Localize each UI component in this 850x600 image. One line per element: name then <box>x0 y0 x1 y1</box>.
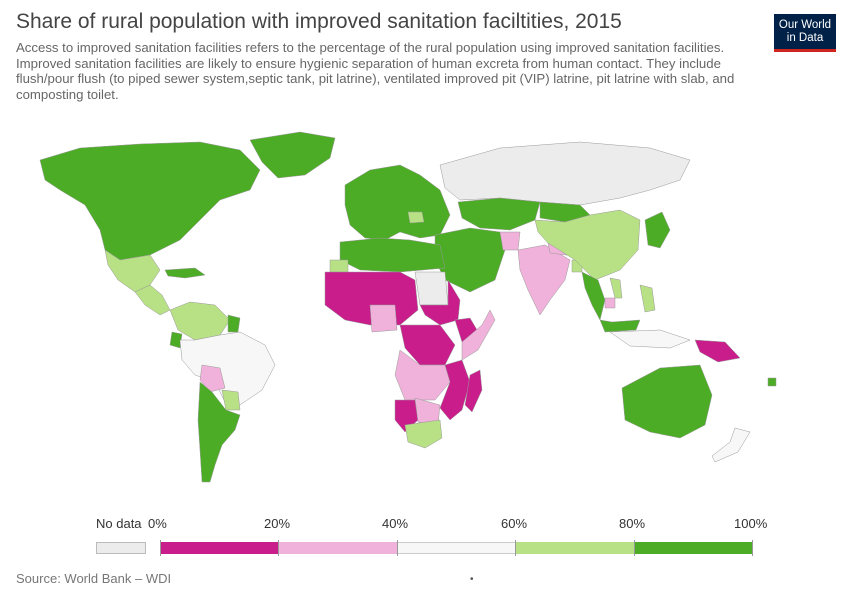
region-philippines[interactable]: Philippines <box>639 284 656 313</box>
logo-line-2: in Data <box>786 32 824 44</box>
region-japan-korea[interactable]: Japan & Korea <box>644 211 671 249</box>
legend-tick-mark <box>752 540 753 556</box>
legend-tick-0: 0% <box>148 516 167 531</box>
legend-swatch-80-100[interactable] <box>634 542 752 554</box>
region-papua-new-guinea[interactable]: Papua New Guinea <box>694 339 741 363</box>
region-brazil-peru[interactable]: Brazil & Peru <box>179 331 276 406</box>
region-bolivia[interactable]: Bolivia <box>199 364 226 393</box>
legend-tick-mark <box>397 540 398 556</box>
legend-tick-40: 40% <box>382 516 409 531</box>
region-western-sahara[interactable]: Western Sahara <box>329 259 349 273</box>
region-malaysia[interactable]: Malaysia <box>599 319 641 333</box>
region-tanzania-mozambique[interactable]: Tanzania & Mozambique <box>439 359 471 421</box>
region-europe[interactable]: Europe <box>344 164 451 241</box>
region-drc-angola[interactable]: DR Congo & Angola <box>394 349 451 401</box>
legend-tick-mark <box>634 540 635 556</box>
region-cambodia[interactable]: Cambodia <box>604 297 616 309</box>
region-north-america[interactable]: North America <box>39 141 261 261</box>
region-romania[interactable]: Romania <box>407 211 425 224</box>
region-sudan[interactable]: Sudan <box>419 279 461 326</box>
region-argentina-chile[interactable]: Argentina & Chile <box>197 381 241 483</box>
region-libya[interactable]: Libya <box>414 271 449 306</box>
source-note: Source: World Bank – WDI <box>16 571 172 586</box>
chart-title: Share of rural population with improved … <box>16 10 622 33</box>
world-map[interactable]: North America Greenland Mexico Central A… <box>0 120 850 490</box>
region-vietnam[interactable]: Vietnam <box>609 277 623 299</box>
legend-swatch-60-80[interactable] <box>515 542 634 554</box>
region-colombia-venezuela[interactable]: Colombia & Venezuela <box>169 301 231 341</box>
region-caribbean[interactable]: Caribbean <box>164 267 206 279</box>
logo-line-1: Our World <box>778 19 832 31</box>
legend-tick-60: 60% <box>501 516 528 531</box>
legend-tick-mark <box>278 540 279 556</box>
legend-tick-80: 80% <box>619 516 646 531</box>
region-madagascar[interactable]: Madagascar <box>464 369 483 413</box>
footer-dot: • <box>470 574 474 585</box>
region-greenland[interactable]: Greenland <box>249 131 336 179</box>
region-china[interactable]: China <box>534 209 641 281</box>
region-south-africa[interactable]: South Africa <box>404 419 443 449</box>
region-paraguay[interactable]: Paraguay <box>221 389 241 411</box>
region-new-zealand[interactable]: New Zealand <box>711 427 751 463</box>
legend-swatch-40-60[interactable] <box>397 542 515 554</box>
legend-tick-mark <box>160 540 161 556</box>
legend-no-data-label: No data <box>96 516 142 531</box>
region-ghana-nigeria[interactable]: Ghana & Nigeria area <box>369 304 398 333</box>
region-pacific-islands[interactable]: Antarctica-free Pacific islands <box>767 377 777 387</box>
region-russia[interactable]: Russia <box>439 141 691 206</box>
region-australia[interactable]: Australia <box>621 364 713 439</box>
owid-logo[interactable]: Our World in Data <box>774 14 836 52</box>
legend-swatch-20-40[interactable] <box>278 542 397 554</box>
region-north-africa[interactable]: North Africa <box>339 237 446 273</box>
region-indonesia[interactable]: Indonesia <box>609 329 691 349</box>
region-afghanistan[interactable]: Afghanistan <box>499 231 521 251</box>
region-india[interactable]: India <box>517 244 571 316</box>
legend-tick-100: 100% <box>734 516 768 531</box>
legend-swatch-no-data[interactable] <box>96 542 146 554</box>
region-kazakhstan[interactable]: Kazakhstan <box>457 197 541 231</box>
region-myanmar-thailand[interactable]: Myanmar & Thailand <box>581 271 606 321</box>
legend-tick-20: 20% <box>264 516 291 531</box>
region-ecuador[interactable]: Ecuador <box>169 331 183 349</box>
chart-subtitle: Access to improved sanitation facilities… <box>16 40 735 102</box>
region-guyana[interactable]: Guyana <box>227 314 241 333</box>
legend-swatch-0-20[interactable] <box>160 542 278 554</box>
legend-tick-mark <box>515 540 516 556</box>
region-central-america[interactable]: Central America <box>134 284 171 316</box>
